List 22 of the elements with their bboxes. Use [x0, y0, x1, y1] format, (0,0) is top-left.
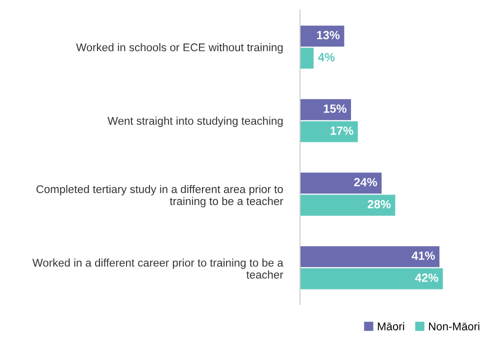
bar — [300, 48, 314, 69]
data-label: 17% — [330, 126, 354, 135]
data-label: 4% — [318, 53, 335, 62]
bar — [300, 99, 352, 120]
bar — [300, 26, 344, 47]
data-label: 28% — [368, 200, 391, 208]
y-tick-label: Worked in a different career prior to training to be a teacher — [32, 258, 284, 279]
data-label: 15% — [324, 104, 346, 113]
bar — [300, 121, 358, 142]
legend-label: Māori — [378, 322, 404, 330]
bar — [300, 172, 382, 194]
y-tick-label: Completed tertiary study in a different area prior to training to be a teacher — [36, 184, 284, 208]
bar — [300, 268, 443, 290]
legend-label: Non-Māori — [429, 322, 480, 330]
y-tick-label: Worked in schools or ECE without training — [76, 43, 283, 54]
data-label: 13% — [317, 30, 340, 40]
data-label: 24% — [354, 178, 378, 186]
data-label: 42% — [415, 274, 438, 282]
bar — [300, 194, 396, 216]
data-label: 41% — [412, 252, 435, 260]
bar — [300, 246, 440, 268]
y-tick-label: Went straight into studying teaching — [108, 116, 283, 127]
